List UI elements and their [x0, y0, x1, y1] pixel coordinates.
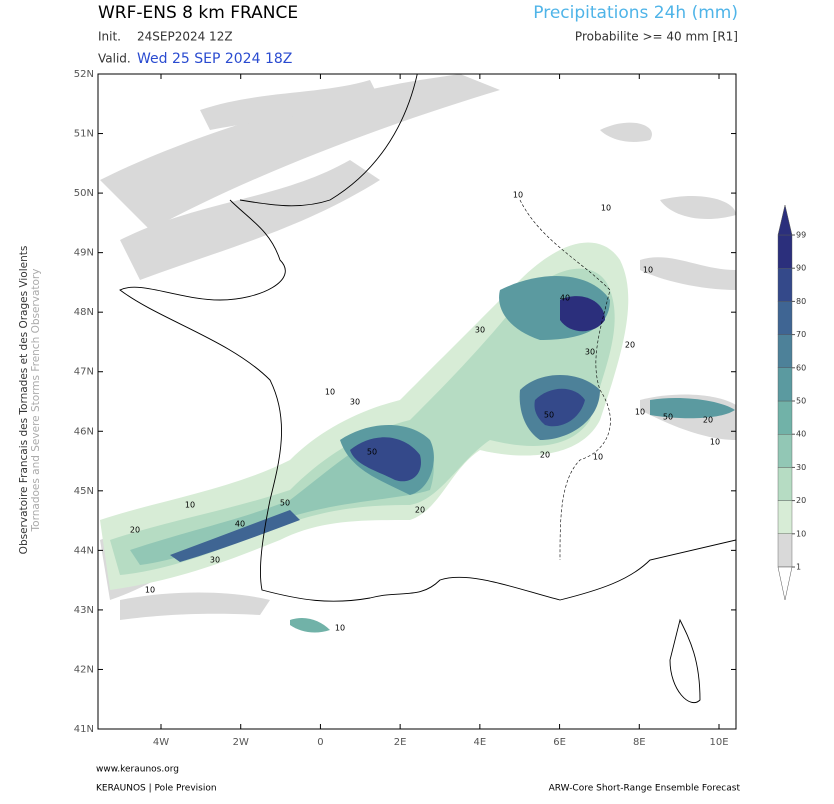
- contour-label: 30: [475, 326, 485, 335]
- contour-label: 30: [210, 556, 220, 565]
- lat-label: 42N: [74, 664, 94, 675]
- dynamic-layer: 52N 51N 50N 49N 48N 47N 46N 45N 44N 43N 42N 41N 4W 2W…: [74, 69, 806, 748]
- contour-label: 20: [703, 416, 713, 425]
- colorbar-segment: [777, 500, 793, 535]
- colorbar-label: 99: [796, 231, 806, 240]
- contour-label: 10: [335, 624, 345, 633]
- colorbar-label: 10: [796, 529, 806, 538]
- lat-label: 49N: [74, 248, 94, 259]
- map-area: [98, 74, 736, 729]
- contour-label: 10: [710, 438, 720, 447]
- lat-label: 44N: [74, 545, 94, 556]
- contour-label: 30: [585, 348, 595, 357]
- lat-label: 43N: [74, 605, 94, 616]
- contour-label: 20: [540, 451, 550, 460]
- colorbar-top-arrow: [777, 204, 793, 236]
- contour-label: 10: [635, 408, 645, 417]
- colorbar-label: 40: [796, 430, 806, 439]
- colorbar-label: 30: [796, 463, 806, 472]
- colorbar-segment: [777, 268, 793, 302]
- colorbar-label: 50: [796, 397, 806, 406]
- colorbar-segment: [777, 533, 793, 568]
- product-title: Precipitations 24h (mm): [533, 3, 738, 23]
- colorbar-bottom-arrow: [777, 566, 793, 601]
- contour-label: 50: [663, 413, 673, 422]
- lon-label: 2W: [233, 737, 249, 748]
- footer-right: ARW-Core Short-Range Ensemble Forecast: [549, 784, 741, 794]
- contour-label: 10: [513, 191, 523, 200]
- contour-label: 10: [643, 266, 653, 275]
- lat-label: 48N: [74, 307, 94, 318]
- lon-label: 4W: [153, 737, 169, 748]
- colorbar-segment: [777, 367, 793, 402]
- colorbar-label: 90: [796, 264, 806, 273]
- lon-label: 0: [317, 737, 323, 748]
- lat-label: 41N: [74, 724, 94, 735]
- contour-label: 50: [367, 448, 377, 457]
- model-title: WRF-ENS 8 km FRANCE: [98, 3, 298, 23]
- colorbar-label: 1: [796, 563, 801, 572]
- contour-label: 10: [145, 586, 155, 595]
- colorbar-segment: [777, 400, 793, 435]
- footer-left: KERAUNOS | Pole Prevision: [96, 784, 217, 794]
- contour-label: 20: [625, 341, 635, 350]
- contour-label: 40: [560, 294, 570, 303]
- contour-label: 10: [185, 501, 195, 510]
- map-frame: [97, 73, 737, 730]
- colorbar-label: 80: [796, 297, 806, 306]
- lon-label: 8E: [633, 737, 646, 748]
- contour-label: 20: [130, 526, 140, 535]
- lat-label: 51N: [74, 129, 94, 140]
- lat-label: 46N: [74, 426, 94, 437]
- lat-label: 45N: [74, 486, 94, 497]
- colorbar-label: 20: [796, 496, 806, 505]
- lon-label: 10E: [709, 737, 728, 748]
- side-text-english: Tornadoes and Severe Storms French Obser…: [30, 269, 42, 533]
- valid-label: Valid.: [98, 52, 131, 66]
- contour-label: 50: [280, 499, 290, 508]
- colorbar-label: 70: [796, 330, 806, 339]
- colorbar-segment: [777, 301, 793, 335]
- lat-label: 50N: [74, 188, 94, 199]
- init-date: 24SEP2024 12Z: [137, 30, 233, 44]
- contour-label: 20: [415, 506, 425, 515]
- lon-label: 6E: [553, 737, 566, 748]
- contour-label: 10: [593, 453, 603, 462]
- lon-label: 4E: [474, 737, 487, 748]
- lat-label: 47N: [74, 367, 94, 378]
- colorbar-segment: [777, 467, 793, 501]
- contour-label: 30: [350, 398, 360, 407]
- side-text-french: Observatoire Francais des Tornades et de…: [18, 246, 30, 555]
- lon-label: 2E: [394, 737, 407, 748]
- colorbar-segment: [777, 234, 793, 269]
- contour-label: 50: [544, 411, 554, 420]
- valid-date: Wed 25 SEP 2024 18Z: [137, 51, 292, 67]
- colorbar-segment: [777, 434, 793, 468]
- contour-label: 40: [235, 520, 245, 529]
- footer-url: www.keraunos.org: [96, 765, 179, 775]
- lat-label: 52N: [74, 69, 94, 80]
- threshold: Probabilite >= 40 mm [R1]: [575, 30, 738, 44]
- colorbar-label: 60: [796, 363, 806, 372]
- contour-label: 10: [601, 204, 611, 213]
- colorbar-segment: [777, 334, 793, 369]
- contour-label: 10: [325, 388, 335, 397]
- init-label: Init.: [98, 30, 121, 44]
